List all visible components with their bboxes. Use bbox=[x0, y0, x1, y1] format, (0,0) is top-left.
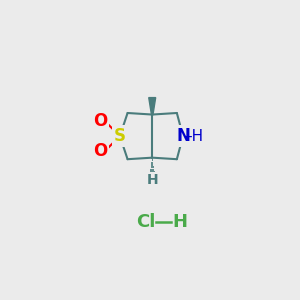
Polygon shape bbox=[149, 98, 156, 115]
Text: H: H bbox=[146, 173, 158, 187]
Text: O: O bbox=[93, 112, 107, 130]
Text: H: H bbox=[172, 213, 188, 231]
Text: N: N bbox=[176, 127, 190, 145]
Text: –H: –H bbox=[184, 129, 203, 144]
Text: S: S bbox=[114, 127, 126, 145]
Text: Cl: Cl bbox=[136, 213, 156, 231]
Text: O: O bbox=[93, 142, 107, 160]
